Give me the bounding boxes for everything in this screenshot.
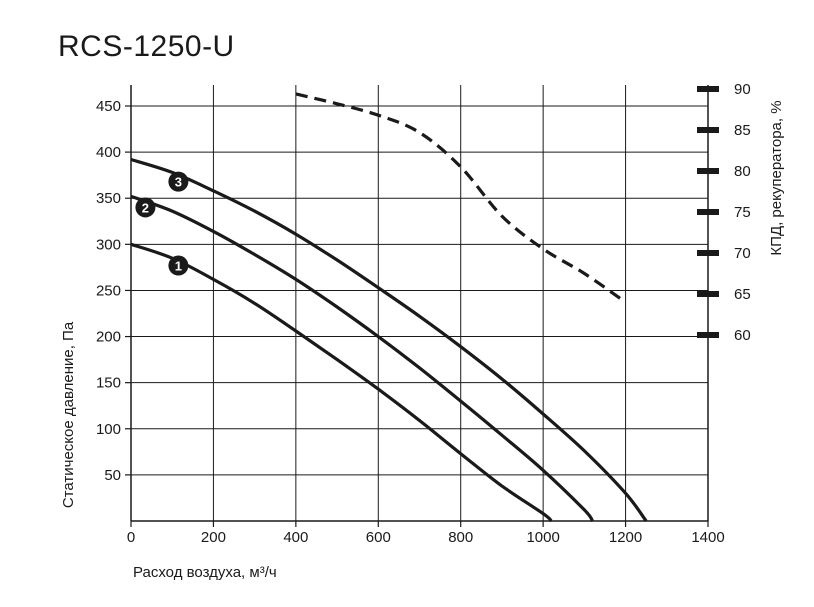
y-axis-title: Статическое давление, Па [60, 321, 77, 508]
y2-tick [697, 168, 719, 174]
curve-marker-3 [168, 171, 189, 192]
y2-tick-label: 60 [734, 327, 751, 344]
x-tick-label: 0 [127, 529, 135, 546]
y2-tick-label: 75 [734, 204, 751, 221]
y2-tick [697, 332, 719, 338]
y-tick-label: 300 [96, 236, 121, 253]
pressure-curve-2 [130, 194, 594, 522]
grid-layer [131, 85, 708, 521]
x-tick-label: 800 [448, 529, 473, 546]
efficiency-curve [295, 92, 627, 304]
x-tick-label: 600 [366, 529, 391, 546]
x-tick-label: 200 [201, 529, 226, 546]
y-tick-label: 100 [96, 421, 121, 438]
curve-marker-2 [135, 197, 156, 218]
y2-tick [697, 86, 719, 92]
y2-tick [697, 291, 719, 297]
y-tick-label: 200 [96, 329, 121, 346]
curve-marker-1 [168, 255, 189, 276]
y2-tick [697, 209, 719, 215]
y2-axis-title: КПД, рекуператора, % [768, 100, 785, 255]
pressure-curve-1 [130, 242, 553, 523]
y2-tick-label: 70 [734, 245, 751, 262]
x-tick-label: 1200 [609, 529, 642, 546]
y2-tick-label: 80 [734, 163, 751, 180]
pressure-curve-3 [130, 157, 648, 522]
chart-title: RCS-1250-U [58, 30, 235, 63]
y2-tick-label: 65 [734, 286, 751, 303]
marker-layer: 1 2 3 [135, 171, 189, 276]
label-layer: 0 200 400 600 800 1000 1200 1400501001502002503… [60, 81, 785, 581]
y-tick-label: 150 [96, 375, 121, 392]
y-tick-label: 450 [96, 98, 121, 115]
y2-tick [697, 127, 719, 133]
curve-marker-label: 3 [175, 175, 182, 190]
y2-tick-label: 90 [734, 81, 751, 98]
x-tick-label: 1400 [691, 529, 724, 546]
y2-tick-label: 85 [734, 122, 751, 139]
y-tick-label: 250 [96, 282, 121, 299]
y-tick-label: 350 [96, 190, 121, 207]
curve-marker-label: 1 [175, 259, 182, 274]
y-tick-label: 50 [104, 467, 121, 484]
axis-layer [125, 85, 719, 527]
x-tick-label: 1000 [526, 529, 559, 546]
x-axis-title: Расход воздуха, м³/ч [133, 564, 277, 581]
series-layer [130, 92, 648, 523]
y-tick-label: 400 [96, 144, 121, 161]
curve-marker-label: 2 [142, 200, 149, 215]
x-tick-label: 400 [283, 529, 308, 546]
y2-tick [697, 250, 719, 256]
